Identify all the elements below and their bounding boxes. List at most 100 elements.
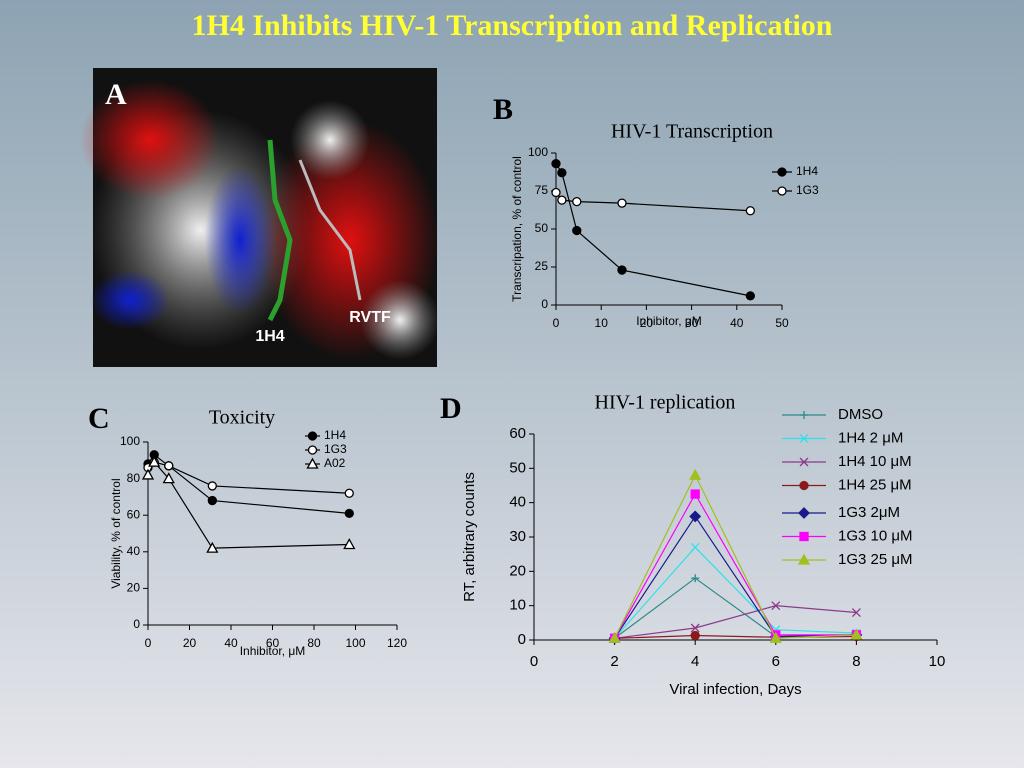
data-point (771, 601, 781, 611)
legend-label: 1H4 (796, 164, 818, 178)
legend-marker (777, 186, 787, 196)
y-axis-label: Transcripation, % of control (510, 156, 524, 302)
series-line (614, 473, 857, 639)
y-tick-label: 30 (509, 528, 526, 545)
series-line (614, 515, 857, 639)
data-point (689, 510, 702, 523)
x-tick-label: 6 (772, 653, 780, 670)
x-tick-label: 2 (610, 653, 618, 670)
data-point (745, 206, 756, 216)
legend-label: DMSO (838, 406, 883, 423)
panel-label: D (440, 392, 462, 425)
y-tick-label: 50 (509, 459, 526, 476)
molecule-image (80, 68, 440, 367)
x-tick-label: 100 (345, 636, 365, 650)
x-tick-label: 20 (183, 636, 197, 650)
legend-marker (798, 507, 810, 519)
data-point (551, 187, 561, 198)
data-point (344, 508, 354, 519)
y-tick-label: 0 (541, 297, 548, 311)
data-point (690, 542, 700, 552)
x-tick-label: 80 (307, 636, 321, 650)
legend-label: 1G3 10 μM (838, 527, 913, 544)
legend-marker (799, 531, 809, 542)
x-tick-label: 0 (145, 636, 152, 650)
legend-label: 1H4 25 μM (838, 476, 912, 493)
y-tick-label: 50 (535, 221, 549, 235)
image-annotation: 1H4 (255, 328, 284, 345)
x-tick-label: 60 (266, 636, 280, 650)
data-point (690, 623, 700, 633)
data-point (148, 455, 161, 467)
y-tick-label: 100 (120, 434, 140, 448)
x-axis-label: Inhibitor, μM (240, 644, 306, 658)
legend-marker (799, 457, 809, 467)
y-axis-label: Viability, % of control (109, 478, 123, 588)
panel-label: C (88, 402, 110, 435)
slide-title: 1H4 Inhibits HIV-1 Transcription and Rep… (192, 9, 833, 42)
panel-label: A (105, 78, 127, 111)
legend-label: 1G3 2μM (838, 504, 900, 521)
data-point (850, 628, 863, 640)
data-point (617, 265, 627, 275)
y-axis-label: RT, arbitrary counts (461, 472, 478, 602)
legend-label: 1G3 (324, 442, 347, 456)
data-point (690, 489, 700, 499)
legend-marker (307, 431, 318, 441)
x-tick-label: 50 (775, 316, 789, 330)
series-line (614, 546, 857, 639)
y-tick-label: 80 (127, 471, 141, 485)
legend-label: 1H4 (324, 428, 346, 442)
chart-title: Toxicity (209, 407, 275, 429)
data-point (207, 495, 217, 506)
data-point (344, 488, 354, 498)
y-tick-label: 0 (518, 631, 526, 648)
x-tick-label: 30 (685, 316, 699, 330)
y-tick-label: 60 (509, 425, 526, 442)
chart-title: HIV-1 replication (595, 392, 736, 414)
legend-marker (800, 411, 808, 419)
data-point (617, 198, 627, 208)
legend-marker (777, 167, 787, 177)
y-tick-label: 60 (127, 507, 141, 521)
legend-marker (797, 553, 811, 565)
y-tick-label: 25 (535, 259, 549, 273)
data-point (689, 468, 702, 480)
legend-marker (306, 457, 319, 469)
y-tick-label: 20 (509, 562, 526, 579)
data-point (141, 468, 155, 480)
x-tick-label: 40 (730, 316, 744, 330)
legend-marker (799, 434, 809, 443)
legend-label: 1G3 (796, 183, 819, 197)
data-point (851, 608, 861, 617)
y-tick-label: 100 (528, 145, 548, 159)
y-tick-label: 20 (127, 581, 141, 595)
image-annotation: RVTF (349, 309, 391, 326)
x-tick-label: 0 (553, 316, 560, 330)
data-point (557, 195, 567, 205)
data-point (690, 630, 700, 641)
x-tick-label: 20 (640, 316, 654, 330)
data-point (745, 291, 756, 301)
legend-label: A02 (324, 456, 346, 470)
legend-label: 1H4 10 μM (838, 453, 912, 470)
data-point (206, 541, 219, 553)
data-point (572, 196, 582, 207)
series-line (614, 492, 857, 639)
x-tick-label: 40 (224, 636, 238, 650)
data-point (769, 631, 782, 643)
data-point (343, 538, 356, 550)
x-axis-label: Viral infection, Days (669, 681, 801, 698)
y-tick-label: 75 (535, 183, 549, 197)
data-point (608, 631, 621, 643)
x-tick-label: 4 (691, 653, 699, 670)
y-tick-label: 40 (127, 544, 141, 558)
y-tick-label: 40 (509, 494, 526, 511)
x-tick-label: 120 (387, 636, 407, 650)
data-point (162, 472, 175, 484)
y-tick-label: 0 (133, 617, 140, 631)
legend-marker (799, 480, 809, 491)
legend-label: 1H4 2 μM (838, 429, 903, 446)
data-point (572, 225, 582, 236)
